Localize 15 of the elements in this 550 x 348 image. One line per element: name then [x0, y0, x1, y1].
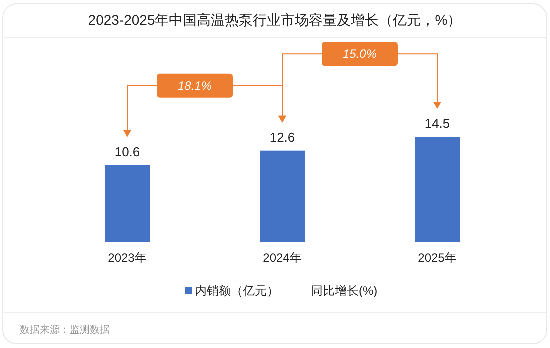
- text: 18.1%: [178, 78, 212, 93]
- data-label: 10.6: [114, 144, 140, 160]
- bar: 12.6: [260, 130, 305, 242]
- x-tick-label: 2023年: [108, 251, 147, 265]
- data-label: 14.5: [424, 116, 450, 132]
- text: 15.0%: [342, 47, 378, 62]
- legend-label: 内销额（亿元）: [195, 284, 279, 298]
- bar: 14.5: [415, 116, 460, 242]
- chart-title: 2023-2025年中国高温热泵行业市场容量及增长（亿元，%）: [88, 12, 462, 28]
- data-label: 12.6: [270, 130, 296, 145]
- source-note: 数据来源：监测数据: [20, 324, 110, 336]
- text: 同比增长(%): [311, 284, 378, 298]
- bar: 10.6: [105, 144, 150, 242]
- x-tick-label: 2024年: [263, 251, 302, 265]
- x-tick-label: 2025年: [418, 251, 457, 265]
